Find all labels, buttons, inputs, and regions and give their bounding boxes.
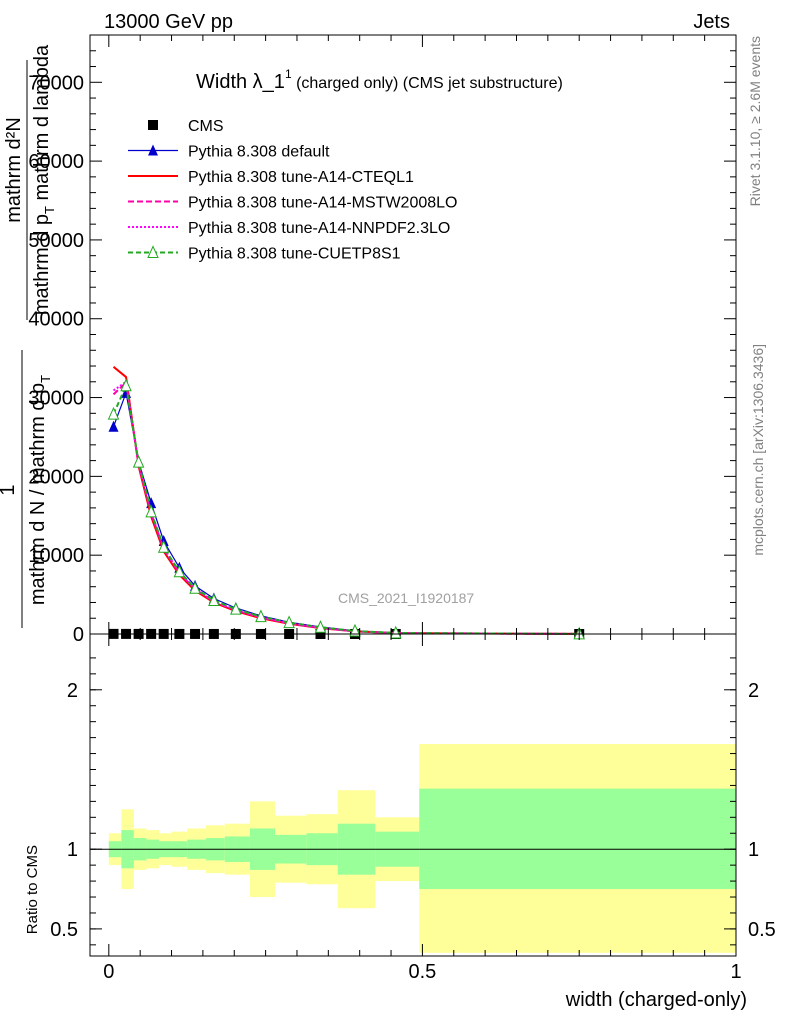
main-ylabel-one: 1 (0, 484, 19, 495)
ratio-y-tick-label: 2 (67, 680, 78, 702)
y-tick-label: 30000 (28, 388, 84, 410)
legend-marker (148, 120, 158, 130)
main-ylabel-num-top: mathrm d²N (3, 117, 25, 223)
legend-marker (148, 144, 158, 156)
x-tick-label: 0.5 (409, 961, 437, 983)
x-tick-label: 0 (103, 961, 114, 983)
data-point (255, 609, 267, 623)
legend-label: CMS (188, 118, 224, 135)
data-point (189, 581, 201, 594)
main-ylabel-den-a: mathrm d p (31, 214, 53, 315)
ratio-inner-band (419, 788, 736, 890)
ratio-ylabel: Ratio to CMS (24, 845, 41, 934)
data-point (157, 540, 170, 553)
ratio-y-tick-label-right: 1 (748, 839, 759, 861)
legend-label: Pythia 8.308 tune-A14-CTEQL1 (188, 169, 414, 186)
main-plot-frame (89, 34, 737, 635)
data-point (389, 625, 402, 639)
y-tick-label: 50000 (28, 230, 84, 252)
main-ylabel-frac2-den-sub: T (38, 375, 53, 383)
y-tick-label: 0 (73, 624, 84, 646)
legend-label: Pythia 8.308 tune-CUETP8S1 (188, 246, 401, 263)
series-5 (107, 378, 585, 640)
data-point (230, 601, 242, 615)
y-tick-label: 20000 (28, 466, 84, 488)
main-ylabel-den: mathrm d pT mathrm d lambda (31, 44, 57, 315)
data-point (132, 454, 145, 468)
axes-layer: 0 10000 20000 30000 40000 50000 60000 70000 0.5 0… (28, 34, 776, 983)
data-point (108, 420, 119, 432)
ratio-bands (90, 743, 736, 953)
ratio-y-tick-label: 1 (67, 839, 78, 861)
data-point (314, 620, 327, 633)
chart-title: Width λ_11 (charged only) (CMS jet subst… (196, 67, 563, 93)
legend-marker (147, 245, 159, 258)
y-tick-label: 40000 (28, 309, 84, 331)
ratio-y-tick-label-right: 0.5 (748, 919, 776, 941)
main-ylabel-frac2-den-a: mathrm d N / mathrm d p (27, 383, 49, 605)
main-ylabel-den-sub: T (42, 206, 57, 214)
ratio-y-tick-label: 0.5 (50, 919, 78, 941)
main-ylabel-den-b: mathrm d lambda (31, 44, 53, 206)
header-process-label: Jets (693, 11, 730, 33)
header-energy-label: 13000 GeV pp (104, 11, 233, 33)
ratio-plot-frame (89, 633, 737, 957)
mcplots-label: mcplots.cern.ch [arXiv:1306.3436] (750, 344, 766, 556)
rivet-version-label: Rivet 3.1.10, ≥ 2.6M events (747, 36, 763, 206)
legend-label: Pythia 8.308 default (188, 144, 330, 161)
main-ylabel-frac2-den: mathrm d N / mathrm d pT (27, 375, 53, 605)
ratio-y-tick-label-right: 2 (748, 680, 759, 702)
chart-title-sup: 1 (285, 67, 292, 81)
data-point (120, 378, 132, 392)
analysis-watermark: CMS_2021_I1920187 (338, 590, 474, 606)
data-point (283, 615, 295, 629)
data-point (349, 623, 361, 637)
x-tick-label: 1 (730, 961, 741, 983)
data-point (173, 564, 186, 578)
chart-title-main: Width λ_1 (196, 71, 285, 93)
main-ylabel: mathrm d²N mathrm d pT mathrm d lambda 1… (0, 44, 57, 628)
chart-title-rest: (charged only) (CMS jet substructure) (292, 75, 563, 92)
data-point (107, 406, 120, 420)
legend-label: Pythia 8.308 tune-A14-MSTW2008LO (188, 195, 457, 212)
legend: CMS Pythia 8.308 default Pythia 8.308 tune… (128, 118, 457, 263)
legend-label: Pythia 8.308 tune-A14-NNPDF2.3LO (188, 220, 450, 237)
y-tick-label: 70000 (28, 72, 84, 94)
x-axis-label: width (charged-only) (565, 989, 747, 1011)
y-tick-label: 60000 (28, 151, 84, 173)
data-point (145, 504, 157, 518)
data-point (208, 593, 220, 607)
y-tick-label: 10000 (28, 545, 84, 567)
